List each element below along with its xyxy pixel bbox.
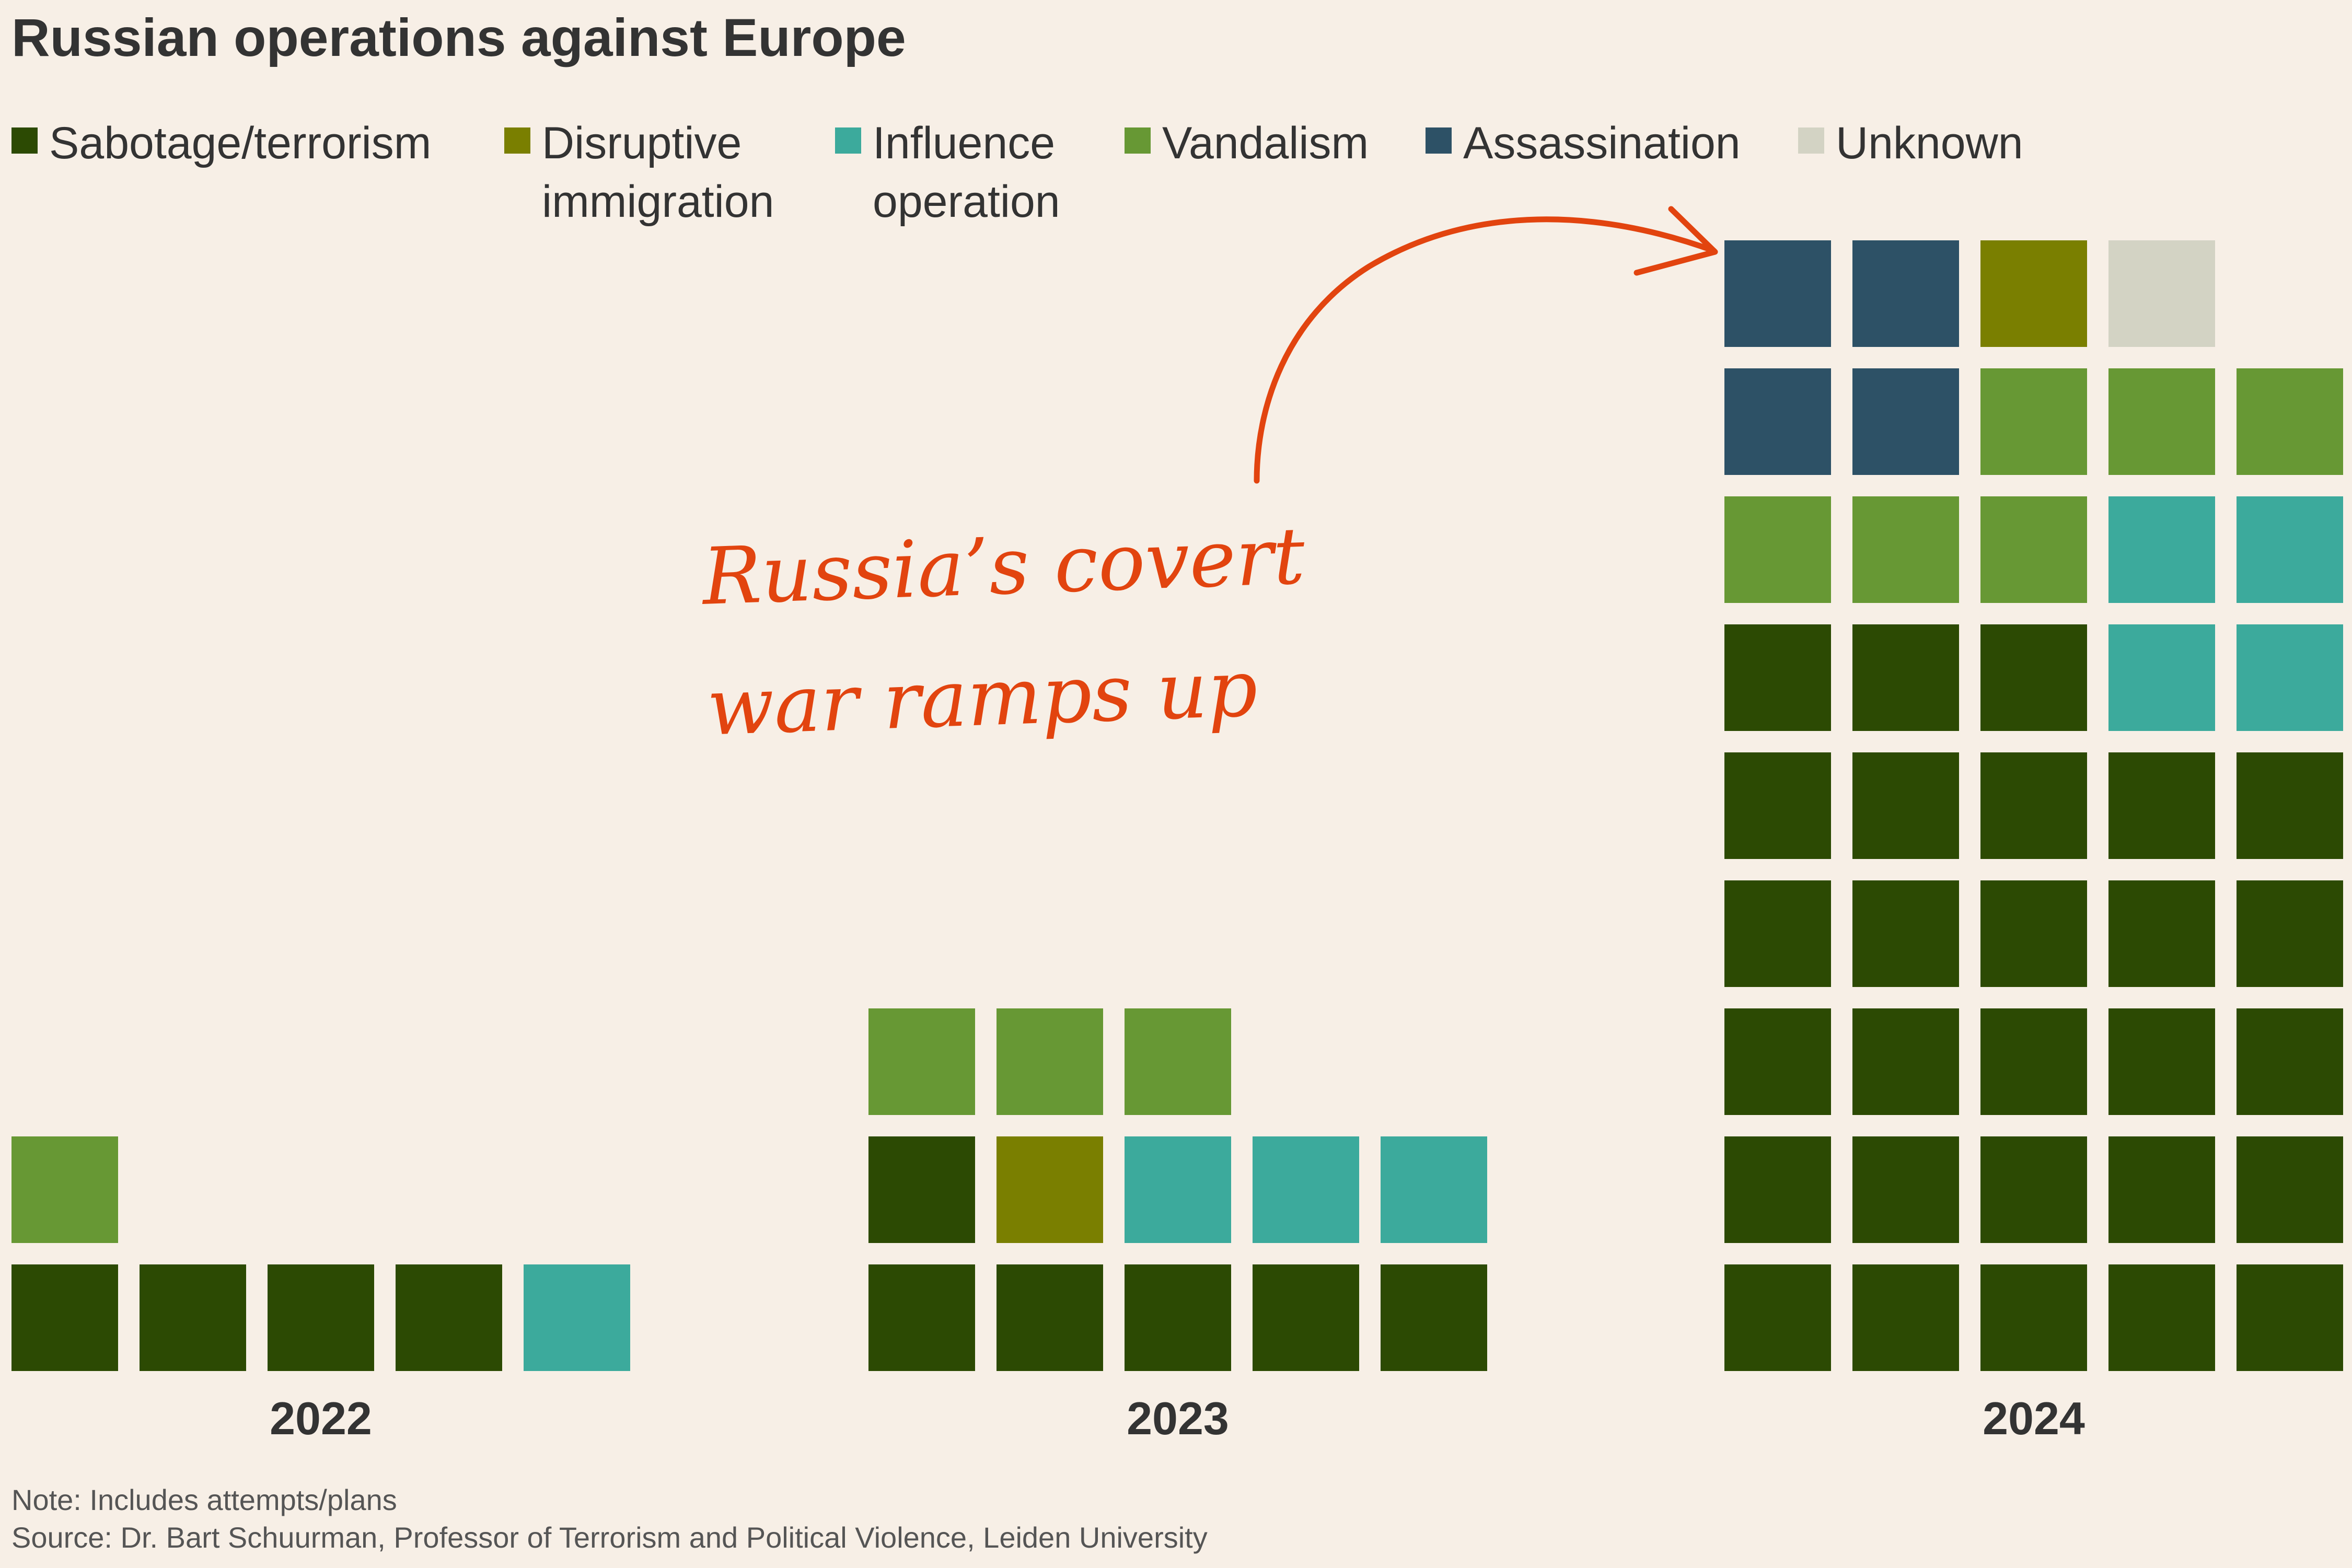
legend-swatch-influence-operation — [835, 127, 861, 154]
legend-swatch-disruptive-immigration — [504, 127, 530, 154]
waffle-cell-2023-influence-operation — [1381, 1136, 1487, 1243]
waffle-cell-2024-unknown — [2108, 240, 2215, 347]
waffle-cell-2024-vandalism — [1980, 368, 2087, 475]
waffle-cell-2022-influence-operation — [524, 1264, 630, 1371]
waffle-cell-2024-disruptive-immigration — [1980, 240, 2087, 347]
waffle-cell-2023-vandalism — [868, 1008, 975, 1115]
legend-label-sabotage: Sabotage/terrorism — [49, 118, 432, 168]
waffle-cell-2024-vandalism — [1852, 496, 1959, 603]
waffle-cell-2024-sabotage-terrorism — [1852, 1008, 1959, 1115]
waffle-cell-2024-vandalism — [2108, 368, 2215, 475]
legend-label-vandalism: Vandalism — [1162, 118, 1369, 168]
legend-label-unknown: Unknown — [1836, 118, 2023, 168]
waffle-cell-2024-sabotage-terrorism — [1980, 1008, 2087, 1115]
waffle-cell-2024-sabotage-terrorism — [1980, 624, 2087, 731]
waffle-cell-2024-assassination — [1852, 240, 1959, 347]
waffle-cell-2024-sabotage-terrorism — [2237, 1008, 2343, 1115]
year-label-2023: 2023 — [1127, 1392, 1229, 1444]
waffle-cell-2024-sabotage-terrorism — [2108, 1136, 2215, 1243]
waffle-cell-2024-sabotage-terrorism — [1724, 752, 1831, 859]
annotation-arrowhead — [1633, 206, 1718, 276]
waffle-cell-2024-vandalism — [1724, 496, 1831, 603]
waffle-cell-2023-sabotage-terrorism — [997, 1264, 1103, 1371]
waffle-cell-2024-sabotage-terrorism — [2108, 752, 2215, 859]
waffle-cell-2023-sabotage-terrorism — [868, 1136, 975, 1243]
waffle-cell-2024-sabotage-terrorism — [2108, 1264, 2215, 1371]
annotation-arrow — [1254, 216, 1717, 484]
waffle-cell-2024-sabotage-terrorism — [1980, 752, 2087, 859]
legend-swatch-vandalism — [1125, 127, 1151, 154]
waffle-cell-2024-sabotage-terrorism — [1852, 880, 1959, 987]
waffle-cell-2023-sabotage-terrorism — [1381, 1264, 1487, 1371]
waffle-cell-2024-assassination — [1852, 368, 1959, 475]
waffle-cell-2022-sabotage-terrorism — [396, 1264, 502, 1371]
waffle-cell-2024-sabotage-terrorism — [1852, 1264, 1959, 1371]
waffle-cell-2023-influence-operation — [1125, 1136, 1231, 1243]
waffle-cell-2023-sabotage-terrorism — [1253, 1264, 1359, 1371]
waffle-cell-2024-influence-operation — [2237, 496, 2343, 603]
chart-title: Russian operations against Europe — [11, 8, 906, 67]
waffle-cell-2023-vandalism — [1125, 1008, 1231, 1115]
legend-label-disruptive-immigration: Disruptive immigration — [542, 118, 774, 227]
waffle-cell-2023-influence-operation — [1253, 1136, 1359, 1243]
legend-swatch-assassination — [1426, 127, 1452, 154]
waffle-cell-2023-sabotage-terrorism — [868, 1264, 975, 1371]
waffle-cell-2024-sabotage-terrorism — [1724, 1264, 1831, 1371]
waffle-cell-2024-sabotage-terrorism — [1852, 1136, 1959, 1243]
legend-swatch-unknown — [1798, 127, 1824, 154]
legend-label-influence-operation: Influence operation — [873, 118, 1060, 227]
waffle-cell-2024-sabotage-terrorism — [1724, 880, 1831, 987]
waffle-cell-2024-sabotage-terrorism — [1852, 624, 1959, 731]
legend-swatch-sabotage — [11, 127, 38, 154]
waffle-cell-2022-sabotage-terrorism — [268, 1264, 374, 1371]
waffle-cell-2024-vandalism — [2237, 368, 2343, 475]
waffle-cell-2023-disruptive-immigration — [997, 1136, 1103, 1243]
waffle-cell-2024-assassination — [1724, 240, 1831, 347]
legend-label-assassination: Assassination — [1463, 118, 1741, 168]
waffle-cell-2022-sabotage-terrorism — [140, 1264, 246, 1371]
waffle-cell-2022-sabotage-terrorism — [11, 1264, 118, 1371]
waffle-cell-2024-sabotage-terrorism — [2237, 1264, 2343, 1371]
waffle-cell-2024-influence-operation — [2237, 624, 2343, 731]
waffle-cell-2024-vandalism — [1980, 496, 2087, 603]
waffle-cell-2024-sabotage-terrorism — [1852, 752, 1959, 859]
waffle-cell-2024-assassination — [1724, 368, 1831, 475]
source-text: Source: Dr. Bart Schuurman, Professor of… — [11, 1521, 1208, 1554]
waffle-cell-2024-sabotage-terrorism — [1980, 1136, 2087, 1243]
waffle-cell-2022-vandalism — [11, 1136, 118, 1243]
waffle-cell-2024-sabotage-terrorism — [1724, 624, 1831, 731]
year-label-2022: 2022 — [270, 1392, 372, 1444]
waffle-cell-2023-sabotage-terrorism — [1125, 1264, 1231, 1371]
waffle-cell-2024-influence-operation — [2108, 496, 2215, 603]
waffle-cell-2024-sabotage-terrorism — [2108, 1008, 2215, 1115]
waffle-cell-2024-sabotage-terrorism — [2237, 1136, 2343, 1243]
waffle-cell-2024-sabotage-terrorism — [1980, 1264, 2087, 1371]
waffle-cell-2024-influence-operation — [2108, 624, 2215, 731]
waffle-cell-2024-sabotage-terrorism — [1980, 880, 2087, 987]
waffle-cell-2024-sabotage-terrorism — [2108, 880, 2215, 987]
waffle-cell-2023-vandalism — [997, 1008, 1103, 1115]
year-label-2024: 2024 — [1983, 1392, 2085, 1444]
waffle-cell-2024-sabotage-terrorism — [1724, 1136, 1831, 1243]
annotation-text: Russia’s covert war ramps up — [701, 510, 1306, 753]
note-text: Note: Includes attempts/plans — [11, 1483, 397, 1516]
waffle-cell-2024-sabotage-terrorism — [2237, 752, 2343, 859]
waffle-cell-2024-sabotage-terrorism — [1724, 1008, 1831, 1115]
waffle-cell-2024-sabotage-terrorism — [2237, 880, 2343, 987]
